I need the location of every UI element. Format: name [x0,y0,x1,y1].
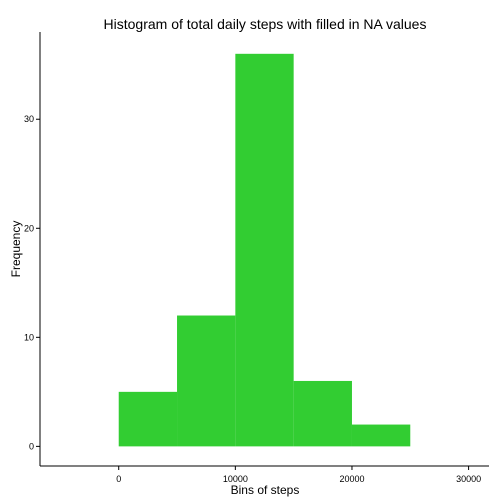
chart-title: Histogram of total daily steps with fill… [104,16,427,32]
x-axis-label: Bins of steps [231,483,300,497]
y-tick-label: 0 [29,441,34,451]
x-tick-label: 20000 [339,474,364,484]
histogram-bar-1 [118,391,178,447]
x-tick-label: 0 [116,474,121,484]
y-tick-label: 10 [24,332,34,342]
histogram-bar-2 [177,315,236,447]
y-axis-label: Frequency [9,221,23,278]
x-ticks-group: 0 10000 20000 30000 [116,466,481,484]
x-tick-label: 30000 [456,474,481,484]
y-ticks-group: 0 10 20 30 [24,114,40,451]
y-tick-label: 30 [24,114,34,124]
histogram-bar-3 [235,53,294,447]
histogram-bar-5 [351,424,411,447]
y-tick-label: 20 [24,223,34,233]
bars-group [118,53,411,447]
histogram-bar-4 [293,380,352,447]
x-tick-label: 10000 [223,474,248,484]
